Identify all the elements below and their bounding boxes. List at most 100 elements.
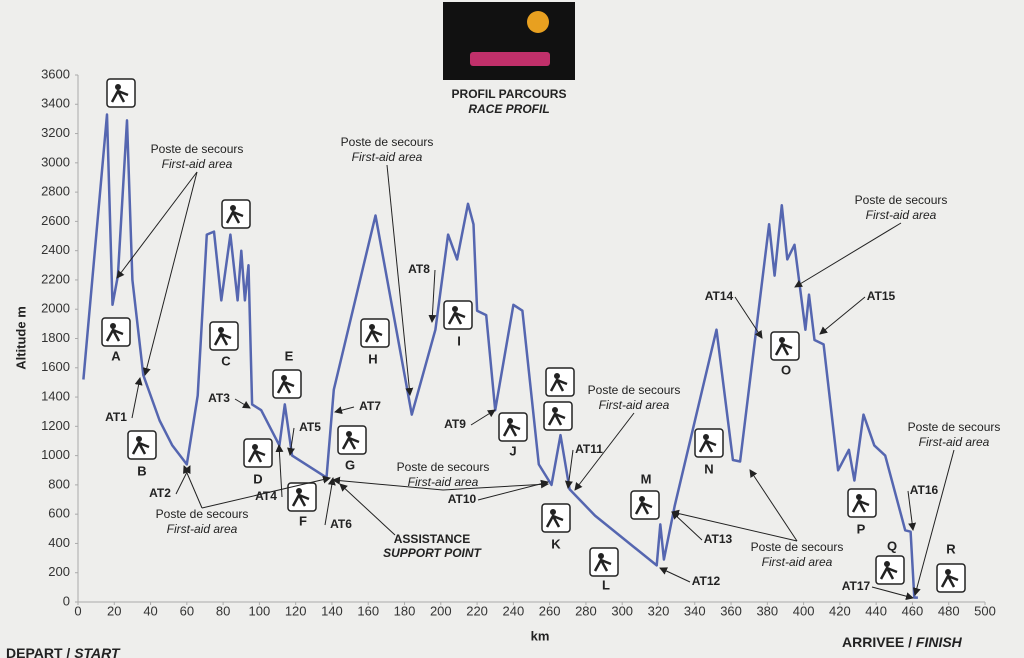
stage-label: A xyxy=(111,348,121,363)
x-tick-label: 100 xyxy=(249,603,271,618)
activity-icon xyxy=(543,401,573,431)
first-aid-arrow xyxy=(442,480,549,491)
y-tick-label: 600 xyxy=(48,506,70,521)
icon-head xyxy=(452,306,458,312)
assistance-fr: ASSISTANCE xyxy=(394,532,470,546)
transition-label: AT12 xyxy=(692,574,721,588)
y-tick-label: 1600 xyxy=(41,359,70,374)
y-tick-label: 0 xyxy=(63,593,70,608)
stage-label: C xyxy=(221,353,231,368)
icon-figure xyxy=(213,331,232,346)
x-tick-label: 180 xyxy=(394,603,416,618)
first-aid-arrow xyxy=(794,222,902,288)
first-aid-en: First-aid area xyxy=(408,475,479,489)
first-aid-arrow xyxy=(201,475,331,509)
transition-label: AT16 xyxy=(910,483,939,497)
transition-arrow xyxy=(734,296,763,339)
first-aid-fr: Poste de secours xyxy=(156,507,249,521)
stage-label: H xyxy=(368,351,377,366)
icon-head xyxy=(550,509,556,515)
icon-head xyxy=(639,496,645,502)
first-aid-arrow xyxy=(332,476,444,491)
transition-label: AT7 xyxy=(359,399,381,413)
first-aid-en: First-aid area xyxy=(352,150,423,164)
icon-figure xyxy=(851,498,870,513)
transition-label: AT2 xyxy=(149,486,171,500)
stage-label: R xyxy=(946,541,956,556)
icon-head xyxy=(136,436,142,442)
logo-banner xyxy=(470,52,550,66)
activity-icon xyxy=(936,563,966,593)
x-tick-label: 20 xyxy=(107,603,121,618)
icon-figure xyxy=(545,513,564,528)
activity-icon xyxy=(498,412,528,442)
transition-arrow xyxy=(131,377,143,419)
transition-label: AT1 xyxy=(105,410,127,424)
x-tick-label: 460 xyxy=(902,603,924,618)
stage-label: L xyxy=(602,577,610,592)
stage-label: I xyxy=(457,333,461,348)
transition-label: AT8 xyxy=(408,262,430,276)
activity-icon xyxy=(545,367,575,397)
icon-figure xyxy=(276,379,295,394)
stage-label: G xyxy=(345,457,355,472)
stage-label: Q xyxy=(887,538,897,553)
activity-icon xyxy=(847,488,877,518)
icon-figure xyxy=(110,88,129,103)
activity-icon xyxy=(287,482,317,512)
y-tick-label: 1400 xyxy=(41,388,70,403)
y-tick-label: 3200 xyxy=(41,125,70,140)
activity-icon xyxy=(221,199,251,229)
y-tick-label: 3600 xyxy=(41,66,70,81)
y-tick-label: 2600 xyxy=(41,213,70,228)
transition-arrow xyxy=(324,477,336,526)
transition-arrow xyxy=(175,465,191,495)
start-en: START xyxy=(74,645,121,658)
activity-icon xyxy=(337,425,367,455)
activity-icon xyxy=(127,430,157,460)
stage-label: D xyxy=(253,471,262,486)
transition-label: AT3 xyxy=(208,391,230,405)
x-tick-label: 120 xyxy=(285,603,307,618)
first-aid-fr: Poste de secours xyxy=(588,383,681,397)
first-aid-fr: Poste de secours xyxy=(341,135,434,149)
transition-arrow xyxy=(275,444,284,498)
activity-icon xyxy=(209,321,239,351)
first-aid-arrow xyxy=(183,465,203,509)
chart-title: PROFIL PARCOURS xyxy=(452,87,567,101)
stage-label: F xyxy=(299,513,307,528)
x-tick-label: 440 xyxy=(865,603,887,618)
x-tick-label: 80 xyxy=(216,603,230,618)
transition-arrow xyxy=(334,406,355,415)
assistance-en: SUPPORT POINT xyxy=(383,546,482,560)
transition-label: AT6 xyxy=(330,517,352,531)
y-tick-label: 3000 xyxy=(41,154,70,169)
first-aid-fr: Poste de secours xyxy=(855,193,948,207)
stage-label: P xyxy=(857,521,866,536)
x-tick-label: 480 xyxy=(938,603,960,618)
first-aid-fr: Poste de secours xyxy=(751,540,844,554)
transition-arrow xyxy=(659,567,691,583)
icon-figure xyxy=(774,341,793,356)
icon-figure xyxy=(502,422,521,437)
first-aid-en: First-aid area xyxy=(599,398,670,412)
icon-figure xyxy=(105,327,124,342)
first-aid-fr: Poste de secours xyxy=(908,420,1001,434)
activity-icon xyxy=(694,428,724,458)
stage-label: M xyxy=(641,471,652,486)
icon-figure xyxy=(593,557,612,572)
stage-label: N xyxy=(704,461,713,476)
logo-globe xyxy=(527,11,549,33)
transition-label: AT13 xyxy=(704,532,733,546)
x-tick-label: 140 xyxy=(321,603,343,618)
transition-label: AT14 xyxy=(705,289,734,303)
finish-fr: ARRIVEE / xyxy=(842,634,912,650)
activity-icon xyxy=(106,78,136,108)
stage-label: J xyxy=(509,443,516,458)
transition-label: AT17 xyxy=(842,579,871,593)
x-tick-label: 280 xyxy=(575,603,597,618)
x-tick-label: 420 xyxy=(829,603,851,618)
icon-figure xyxy=(879,565,898,580)
icon-figure xyxy=(549,377,568,392)
